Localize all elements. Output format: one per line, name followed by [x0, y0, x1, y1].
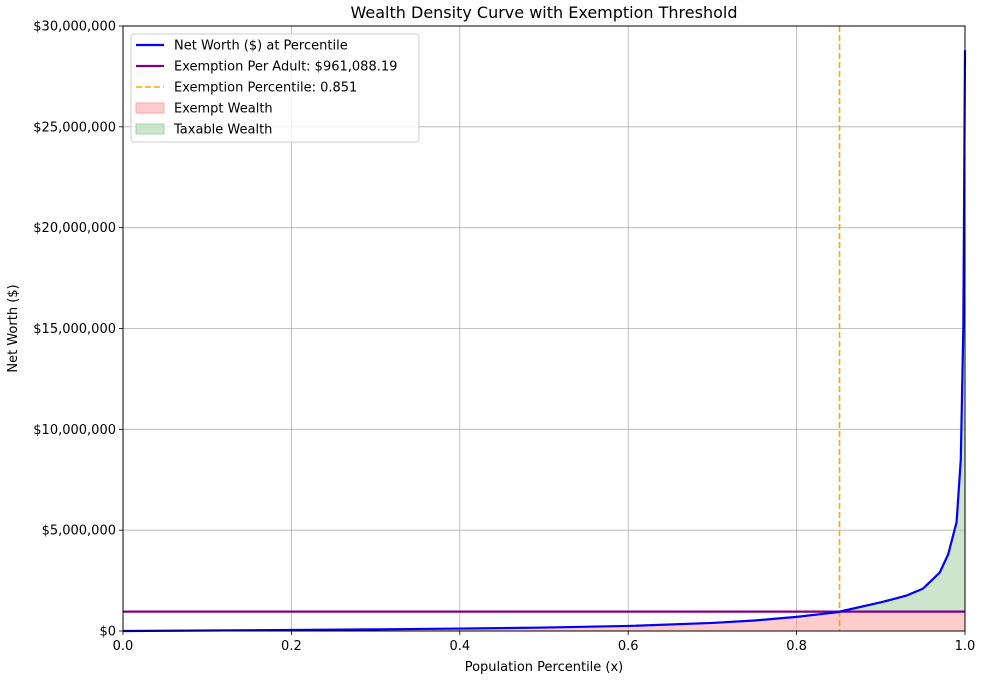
- legend-net-worth-label: Net Worth ($) at Percentile: [174, 39, 348, 54]
- legend-box: [130, 33, 420, 143]
- legend-taxable-wealth: Taxable Wealth: [135, 123, 272, 138]
- x-tick-label: 0.6: [618, 639, 639, 654]
- legend-exemption-percentile-label: Exemption Percentile: 0.851: [174, 81, 357, 96]
- legend-exempt-wealth: Exempt Wealth: [135, 102, 273, 117]
- y-tick-label: $10,000,000: [33, 423, 116, 438]
- legend-exemption-percentile: Exemption Percentile: 0.851: [136, 81, 357, 96]
- area-fills: [123, 50, 965, 631]
- y-tick-label: $20,000,000: [33, 221, 116, 236]
- y-tick-label: $15,000,000: [33, 322, 116, 337]
- x-tick-label: 1.0: [955, 639, 976, 654]
- legend-taxable-wealth-label: Taxable Wealth: [173, 123, 272, 138]
- x-tick-label: 0.4: [449, 639, 470, 654]
- y-axis-title: Net Worth ($): [6, 284, 21, 372]
- chart-title: Wealth Density Curve with Exemption Thre…: [351, 3, 738, 22]
- legend-net-worth: Net Worth ($) at Percentile: [136, 39, 348, 54]
- legend-exemption-per-adult-label: Exemption Per Adult: $961,088.19: [174, 60, 397, 75]
- legend-exempt-wealth-label: Exempt Wealth: [174, 102, 273, 117]
- exempt-wealth-fill: [123, 611, 965, 631]
- taxable-wealth-fill: [839, 50, 965, 612]
- net-worth-curve: [122, 50, 967, 633]
- legend-exempt-wealth-swatch: [135, 102, 165, 114]
- y-tick-label: $25,000,000: [33, 120, 116, 135]
- y-tick-label: $5,000,000: [42, 524, 116, 539]
- legend-taxable-wealth-swatch: [135, 123, 165, 135]
- series-lines: [122, 26, 967, 633]
- x-axis-title: Population Percentile (x): [465, 660, 624, 675]
- axis-ticks: 0.0 0.2 0.4 0.6 0.8 1.0 $0 $5,000,000 $10,000,00…: [33, 20, 975, 655]
- y-tick-label: $0: [99, 625, 116, 640]
- x-tick-label: 0.0: [113, 639, 134, 654]
- grid-lines: [122, 25, 966, 632]
- x-tick-label: 0.2: [281, 639, 302, 654]
- y-tick-label: $30,000,000: [33, 20, 116, 35]
- legend-exemption-per-adult: Exemption Per Adult: $961,088.19: [136, 60, 397, 75]
- legend: Net Worth ($) at Percentile Exemption Per…: [130, 33, 420, 143]
- x-tick-label: 0.8: [786, 639, 807, 654]
